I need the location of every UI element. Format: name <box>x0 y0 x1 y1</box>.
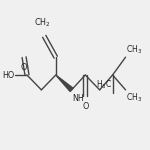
Text: NH: NH <box>72 94 84 103</box>
Polygon shape <box>56 75 73 92</box>
Text: HO: HO <box>3 70 15 80</box>
Text: O: O <box>83 102 89 111</box>
Text: O: O <box>20 63 27 72</box>
Text: CH$_2$: CH$_2$ <box>34 16 51 29</box>
Text: CH$_3$: CH$_3$ <box>126 91 142 104</box>
Text: CH$_3$: CH$_3$ <box>126 43 142 56</box>
Text: H$_3$C: H$_3$C <box>96 79 112 91</box>
